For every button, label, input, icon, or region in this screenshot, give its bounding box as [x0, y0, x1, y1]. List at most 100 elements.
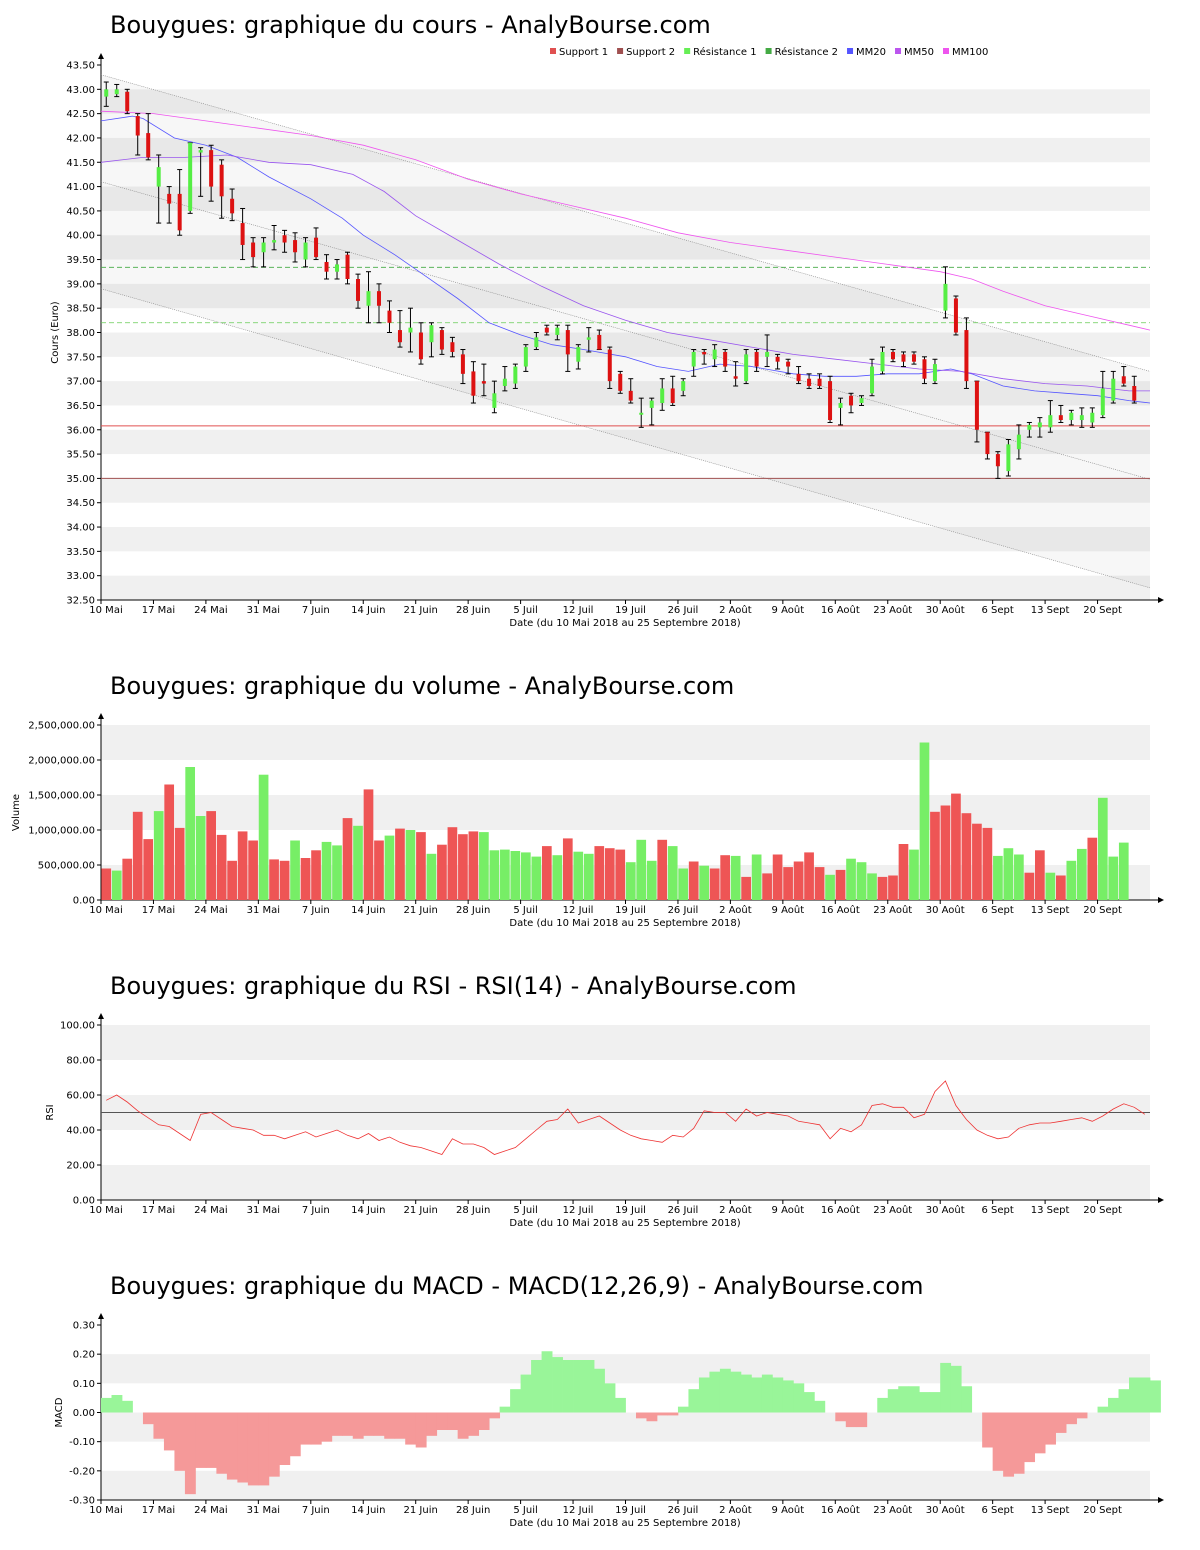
candle-body [408, 327, 413, 333]
macd-bar [342, 1412, 354, 1436]
x-tick-label: 5 Juil [513, 905, 537, 916]
legend-swatch [895, 48, 902, 54]
x-tick-label: 30 Août [926, 604, 965, 616]
macd-bar [436, 1412, 448, 1430]
candle [670, 375, 676, 406]
candle-body [849, 395, 854, 406]
x-tick-label: 20 Sept [1083, 1505, 1122, 1516]
macd-bar [373, 1412, 385, 1436]
series-mm100 [100, 110, 1151, 331]
candle [754, 349, 760, 372]
x-tick-label: 10 Mai [89, 1505, 122, 1516]
volume-bar [898, 844, 909, 900]
candle-body [1048, 415, 1053, 428]
y-tick-label: 1,500,000.00 [28, 791, 95, 802]
candle [282, 229, 288, 253]
volume-bar [741, 876, 751, 900]
candle [229, 188, 235, 222]
volume-bar [332, 845, 342, 900]
volume-bar [1045, 872, 1056, 900]
candle-body [618, 373, 623, 391]
macd-bar [1108, 1397, 1119, 1413]
macd-bar [457, 1412, 469, 1439]
macd-bar [604, 1383, 616, 1413]
macd-bar [845, 1412, 857, 1428]
candle-body [565, 330, 570, 355]
x-tick-label: 19 Juil [615, 605, 646, 616]
volume-bar [678, 868, 689, 900]
candle [1131, 375, 1137, 404]
macd-bar [541, 1351, 553, 1413]
y-tick-label: 0.10 [73, 1379, 95, 1390]
candle [659, 378, 665, 411]
y-tick-label: 500,000.00 [38, 861, 95, 872]
candle [313, 227, 319, 261]
candle [817, 373, 823, 389]
candle-body [303, 242, 308, 260]
x-tick-label: 17 Mai [142, 905, 175, 916]
macd-bar [415, 1412, 427, 1448]
x-tick-label: 23 Août [873, 904, 912, 916]
grid-band [101, 478, 1150, 503]
candle [974, 380, 980, 443]
volume-bar [940, 805, 951, 900]
macd-bar [751, 1377, 763, 1413]
macd-bar [300, 1412, 312, 1445]
candle-body [1100, 388, 1105, 416]
candle [208, 144, 214, 202]
volume-bar [657, 839, 668, 900]
x-tick-label: 30 Août [926, 1504, 965, 1516]
x-tick-label: 24 Mai [194, 1505, 227, 1516]
candle [691, 349, 697, 377]
volume-bar [688, 861, 699, 900]
volume-bar [437, 844, 447, 900]
x-tick-label: 28 Juin [456, 1505, 490, 1516]
y-tick-label: 35.50 [66, 450, 95, 461]
volume-bar [1097, 797, 1108, 900]
volume-bar [573, 851, 584, 900]
y-axis-arrow [98, 713, 104, 719]
candle-body [397, 330, 402, 343]
x-tick-label: 21 Juin [404, 1505, 438, 1516]
candle-body [1121, 376, 1126, 384]
candle [407, 307, 413, 353]
candle-body [261, 242, 266, 253]
macd-bar [709, 1371, 721, 1413]
candle [785, 358, 791, 375]
candle [166, 186, 172, 224]
x-tick-label: 9 Août [772, 1504, 805, 1516]
series-mm20 [100, 115, 1151, 404]
volume-bar [972, 823, 982, 900]
volume-bar [174, 827, 185, 900]
macd-bar [1034, 1412, 1046, 1454]
x-tick-label: 26 Juil [668, 1205, 699, 1216]
x-tick-label: 7 Juin [302, 1205, 330, 1216]
macd-bar [247, 1412, 259, 1486]
y-tick-label: 40.50 [66, 206, 95, 217]
y-axis-label: RSI [45, 1104, 56, 1120]
volume-bar [1055, 875, 1066, 900]
candle-body [418, 332, 423, 360]
candle [114, 83, 120, 98]
x-axis-arrow [1158, 897, 1164, 903]
volume-bar [479, 832, 489, 900]
candle-body [870, 366, 875, 394]
macd-bar [730, 1371, 742, 1413]
volume-bar [1076, 848, 1087, 900]
candle-body [901, 354, 906, 362]
candle-body [240, 223, 245, 245]
candle-body [1079, 415, 1084, 421]
volume-bar [888, 875, 898, 900]
y-tick-label: 38.50 [66, 304, 95, 315]
candle [345, 251, 351, 285]
volume-bar [783, 867, 793, 900]
macd-bar [887, 1389, 899, 1413]
candle-body [523, 347, 528, 367]
volume-bar [730, 855, 741, 900]
series-mm50 [100, 154, 1150, 392]
volume-bar [825, 874, 835, 900]
macd-bar [856, 1412, 868, 1428]
macd-bar [1024, 1412, 1036, 1463]
candle [460, 349, 466, 385]
